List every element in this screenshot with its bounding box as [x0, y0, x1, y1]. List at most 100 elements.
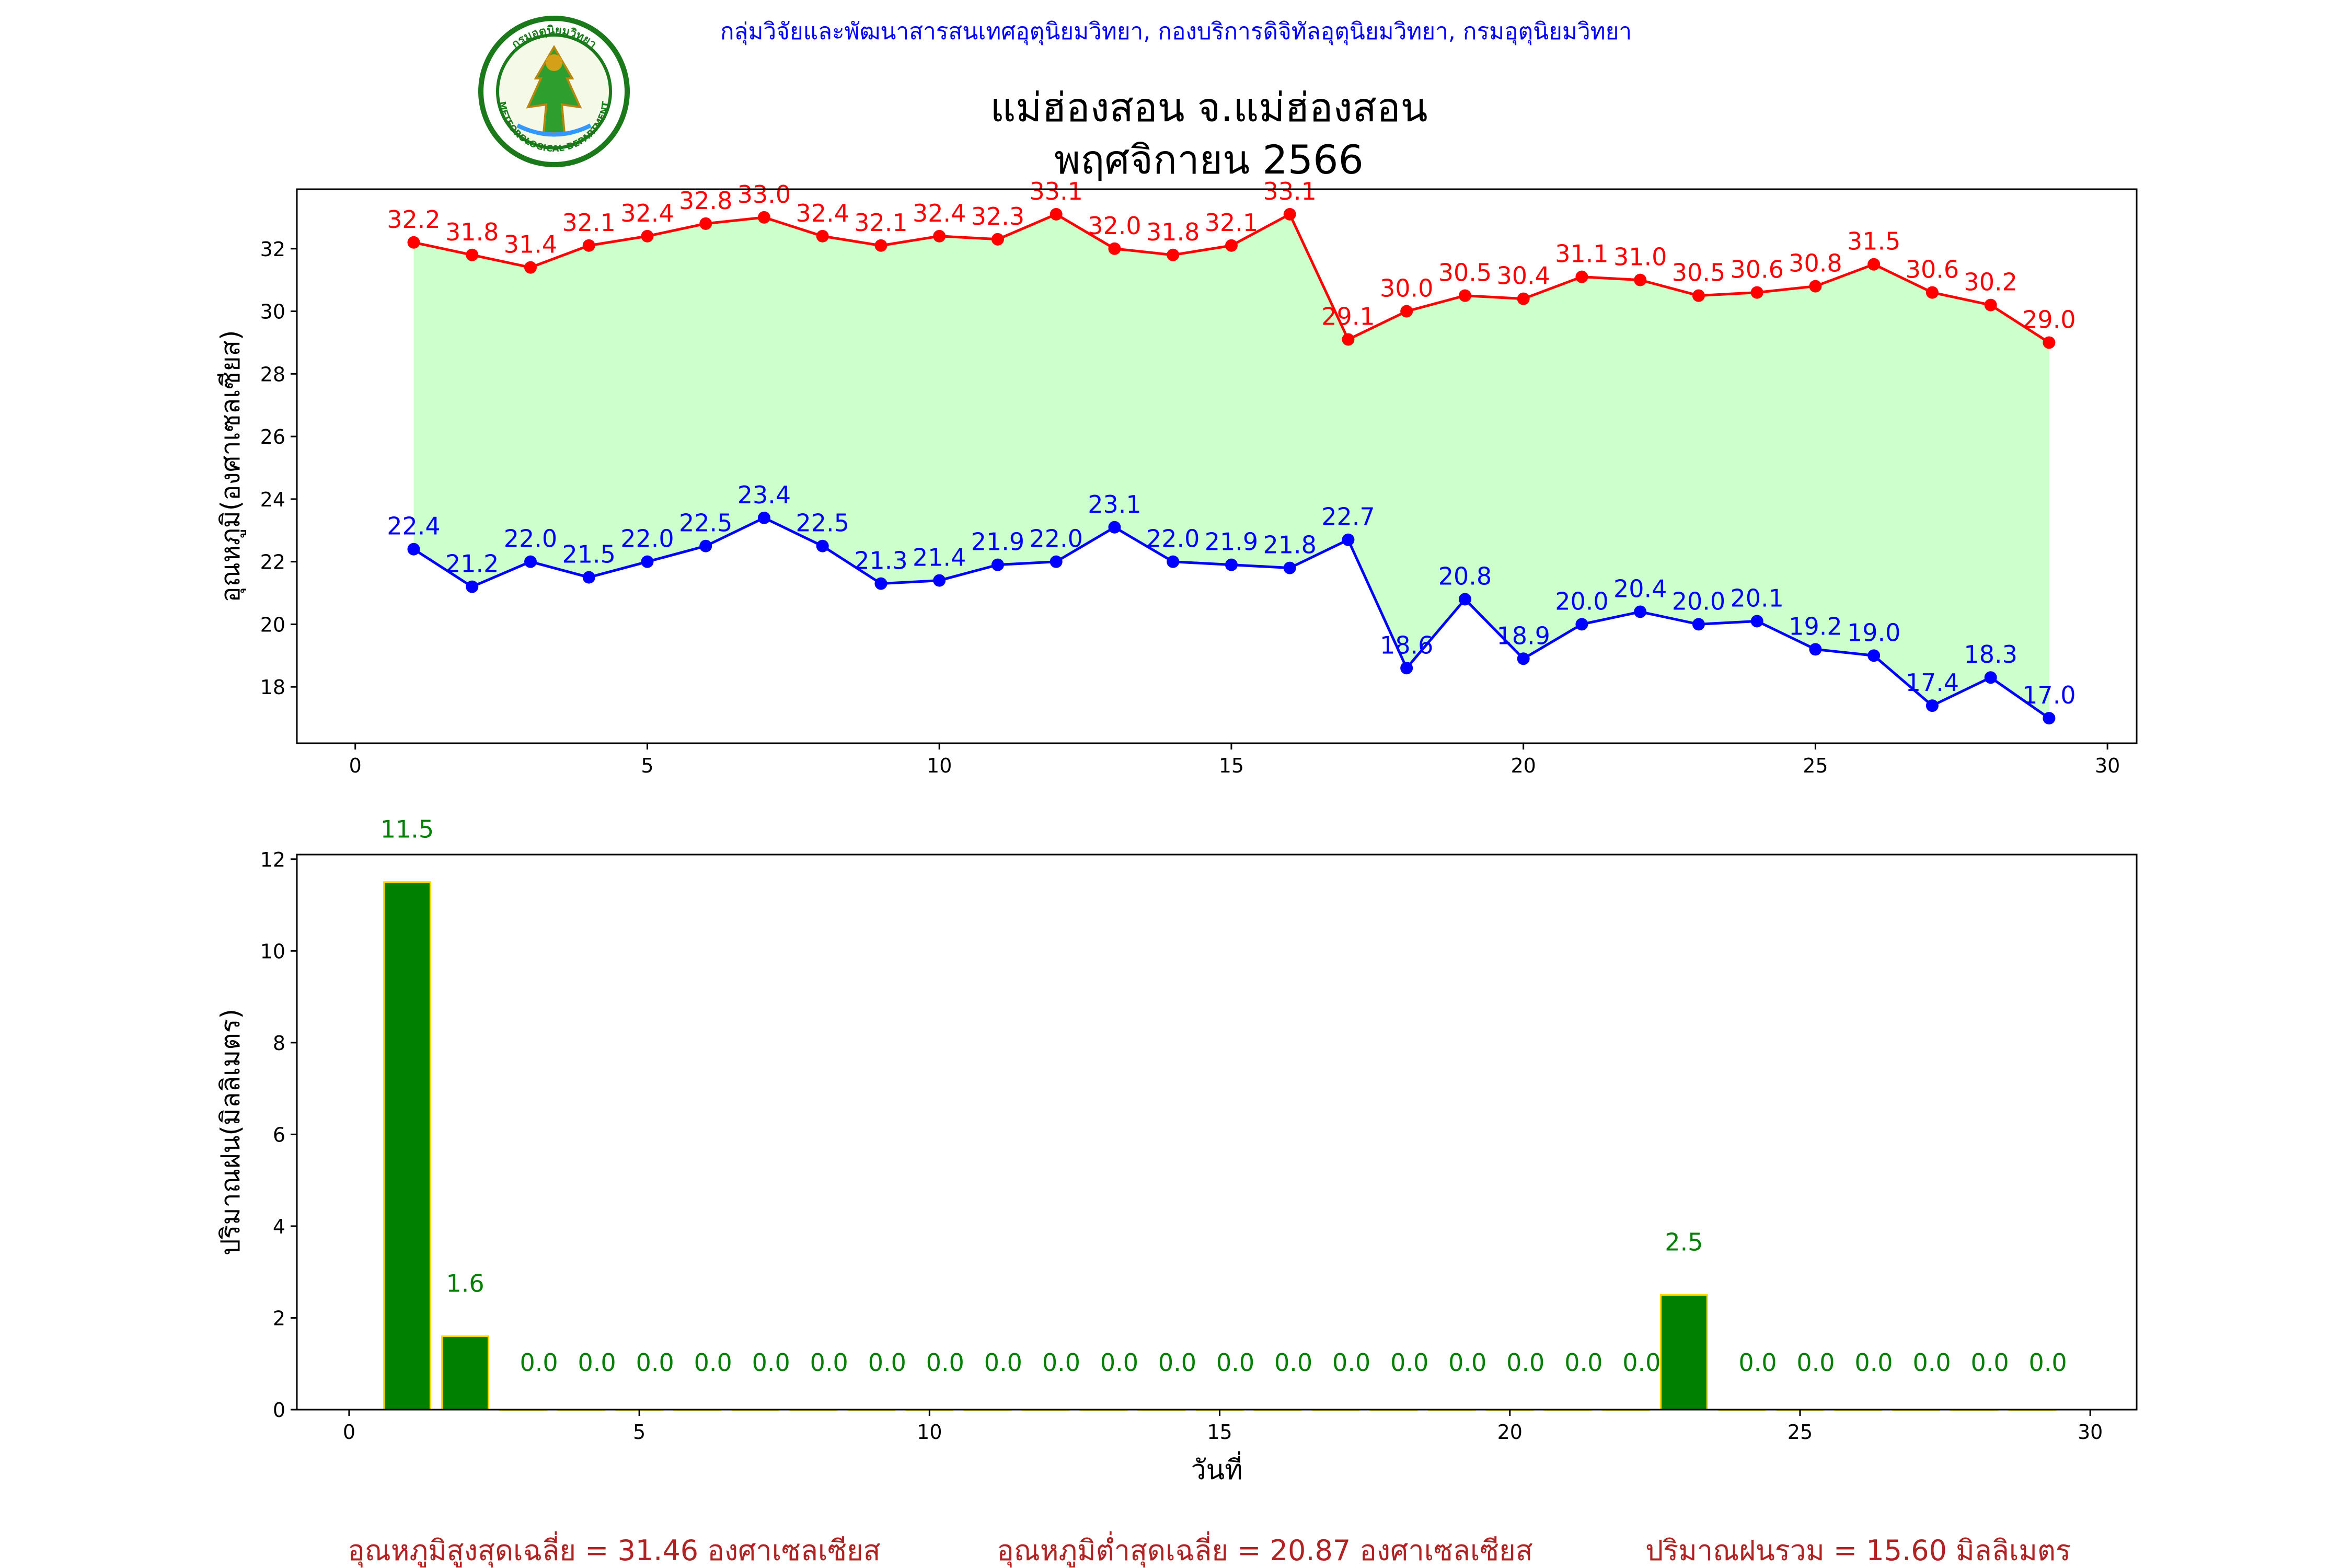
min-temperature-point: [991, 558, 1004, 571]
temperature-x-tick-label: 30: [2095, 754, 2120, 777]
temperature-x-tick-label: 10: [927, 754, 952, 777]
min-temperature-point: [1283, 561, 1296, 574]
max-temperature-point: [1400, 305, 1413, 318]
rainfall-x-tick-label: 15: [1207, 1421, 1232, 1444]
rainfall-label: 0.0: [984, 1348, 1022, 1377]
rainfall-bar: [383, 881, 431, 1411]
min-temperature-label: 19.2: [1789, 612, 1842, 640]
rainfall-y-axis-label: ปริมาณฝน(มิลลิเมตร): [215, 1009, 246, 1255]
max-temperature-label: 31.5: [1847, 227, 1900, 256]
max-temperature-point: [1517, 292, 1530, 305]
rainfall-bar: [441, 1335, 489, 1411]
min-temperature-point: [699, 539, 712, 552]
min-temperature-point: [1517, 652, 1530, 665]
min-temperature-point: [933, 574, 946, 587]
min-temperature-label: 22.4: [387, 512, 440, 540]
rainfall-label: 0.0: [1622, 1348, 1661, 1377]
temperature-y-tick-label: 18: [260, 676, 285, 699]
min-temperature-label: 21.4: [913, 544, 966, 572]
chart-title-line2: พฤศจิกายน 2566: [1054, 136, 1364, 183]
min-temperature-point: [757, 511, 770, 524]
rainfall-x-axis-label: วันที่: [1191, 1451, 1242, 1486]
temperature-y-tick-label: 28: [260, 363, 285, 386]
min-temperature-point: [466, 580, 479, 593]
min-temperature-label: 22.7: [1321, 503, 1375, 531]
min-temperature-label: 22.5: [679, 509, 732, 537]
min-temperature-label: 21.5: [562, 540, 616, 569]
max-temperature-label: 29.0: [2022, 305, 2076, 333]
min-temperature-label: 22.5: [796, 509, 849, 537]
max-temperature-point: [1926, 286, 1939, 299]
max-temperature-point: [2043, 336, 2056, 349]
chart-title-line1: แม่ฮ่องสอน จ.แม่ฮ่องสอน: [990, 84, 1427, 131]
min-temperature-label: 18.9: [1496, 621, 1550, 650]
min-temperature-label: 18.3: [1964, 640, 2017, 668]
max-temperature-point: [1225, 239, 1238, 252]
max-temperature-point: [1750, 286, 1763, 299]
min-temperature-point: [1225, 558, 1238, 571]
temperature-x-tick-label: 25: [1803, 754, 1828, 777]
max-temperature-label: 31.0: [1613, 243, 1667, 271]
min-temperature-point: [1926, 699, 1939, 712]
max-temperature-label: 30.2: [1964, 268, 2017, 296]
rainfall-x-tick-label: 30: [2078, 1421, 2103, 1444]
min-temperature-point: [1809, 643, 1822, 656]
max-temperature-label: 33.0: [737, 180, 791, 209]
max-temperature-point: [699, 217, 712, 230]
max-temperature-point: [1867, 258, 1881, 271]
temperature-range-fill: [413, 214, 2049, 719]
rainfall-label: 11.5: [381, 815, 434, 844]
temperature-x-tick-label: 0: [349, 754, 362, 777]
min-temperature-point: [407, 543, 420, 556]
summary-avg-max: อุณหภูมิสูงสุดเฉลี่ย = 31.46 องศาเซลเซีย…: [348, 1531, 880, 1568]
max-temperature-point: [1342, 333, 1355, 346]
max-temperature-point: [1692, 289, 1705, 302]
rainfall-label: 0.0: [1100, 1348, 1138, 1377]
max-temperature-label: 32.1: [562, 209, 616, 237]
max-temperature-label: 31.8: [1146, 218, 1200, 246]
rainfall-label: 2.5: [1665, 1228, 1703, 1256]
rainfall-x-tick-label: 10: [917, 1421, 942, 1444]
rainfall-y-tick-label: 8: [273, 1032, 285, 1055]
min-temperature-label: 20.1: [1730, 584, 1783, 612]
min-temperature-point: [582, 571, 595, 584]
rainfall-label: 0.0: [1912, 1348, 1951, 1377]
min-temperature-label: 20.8: [1438, 562, 1492, 591]
rainfall-label: 0.0: [1971, 1348, 2009, 1377]
max-temperature-label: 32.4: [796, 199, 849, 227]
min-temperature-label: 20.0: [1672, 587, 1725, 615]
temperature-panel: 32.2 31.8 31.432.1 32.4 32.8 33.032.4 32.1 32.4…: [215, 177, 2138, 777]
max-temperature-label: 33.1: [1029, 177, 1082, 205]
rainfall-y-tick-label: 10: [260, 940, 285, 963]
rainfall-label: 0.0: [1158, 1348, 1196, 1377]
min-temperature-point: [1984, 671, 1997, 684]
max-temperature-point: [1634, 273, 1647, 286]
rainfall-label: 0.0: [578, 1348, 616, 1377]
min-temperature-label: 23.4: [737, 481, 791, 509]
rainfall-x-tick-label: 25: [1788, 1421, 1813, 1444]
min-temperature-point: [1575, 618, 1588, 631]
max-temperature-label: 30.8: [1789, 249, 1842, 278]
min-temperature-label: 17.0: [2022, 681, 2076, 709]
min-temperature-point: [641, 555, 654, 568]
max-temperature-point: [1050, 207, 1063, 221]
min-temperature-label: 18.6: [1380, 631, 1433, 659]
min-temperature-label: 21.9: [1205, 528, 1258, 556]
rainfall-label: 0.0: [1854, 1348, 1893, 1377]
rainfall-label: 0.0: [1448, 1348, 1486, 1377]
max-temperature-point: [466, 248, 479, 261]
org-line: กลุ่มวิจัยและพัฒนาสารสนเทศอุตุนิยมวิทยา,…: [720, 18, 1632, 45]
rainfall-label: 0.0: [694, 1348, 732, 1377]
rainfall-bar: [1659, 1294, 1708, 1411]
rainfall-x-tick-label: 5: [633, 1421, 645, 1444]
max-temperature-point: [524, 261, 537, 274]
rainfall-y-tick-label: 0: [273, 1399, 285, 1422]
max-temperature-point: [641, 229, 654, 243]
max-temperature-label: 30.6: [1906, 256, 1959, 284]
rainfall-label: 0.0: [752, 1348, 790, 1377]
temperature-y-tick-label: 22: [260, 551, 285, 574]
rainfall-y-tick-label: 2: [273, 1307, 285, 1330]
max-temperature-point: [407, 236, 420, 249]
rainfall-label: 0.0: [926, 1348, 964, 1377]
summary-avg-min: อุณหภูมิต่ำสุดเฉลี่ย = 20.87 องศาเซลเซีย…: [997, 1531, 1532, 1568]
